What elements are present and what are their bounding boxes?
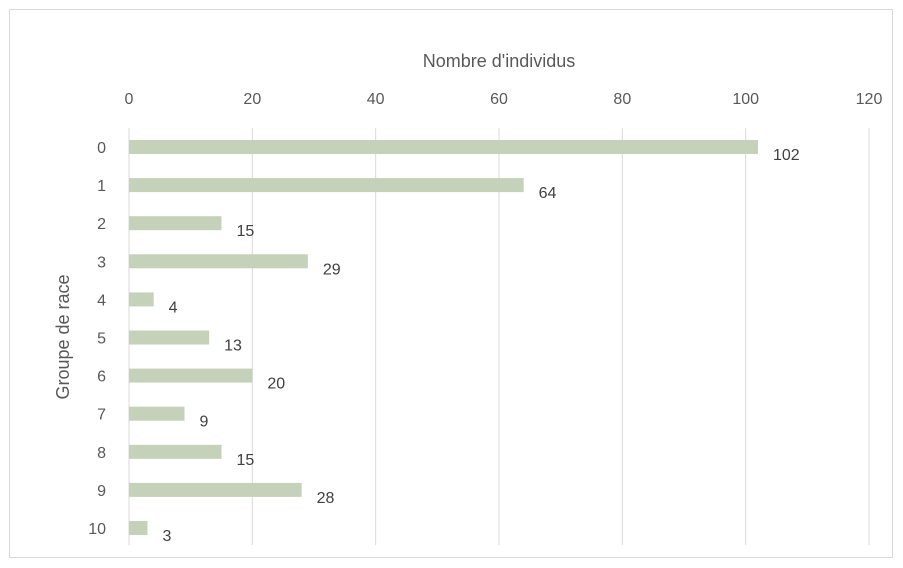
bar-group-0 bbox=[129, 140, 758, 154]
data-label: 15 bbox=[237, 452, 255, 469]
data-label: 9 bbox=[200, 414, 209, 431]
y-category-label: 6 bbox=[97, 369, 106, 386]
x-tick-label: 40 bbox=[367, 91, 385, 108]
bar-group-8 bbox=[129, 444, 222, 459]
x-tick-label: 60 bbox=[490, 91, 508, 108]
bar-group-3 bbox=[129, 254, 308, 269]
x-tick-label: 100 bbox=[732, 91, 759, 108]
x-tick-label: 80 bbox=[613, 91, 631, 108]
data-labels: 102 64 15 29 4 13 20 9 15 28 3 bbox=[163, 147, 800, 545]
bar-group-7 bbox=[129, 406, 185, 421]
y-category-label: 8 bbox=[97, 445, 106, 462]
y-category-label: 10 bbox=[88, 521, 106, 538]
bar-group-5 bbox=[129, 330, 210, 345]
data-label: 20 bbox=[267, 376, 285, 393]
y-category-labels: 0 1 2 3 4 5 6 7 8 9 10 bbox=[88, 140, 106, 538]
y-category-label: 1 bbox=[97, 178, 106, 195]
y-category-label: 4 bbox=[97, 292, 106, 309]
gridlines bbox=[128, 128, 870, 545]
bar-group-1 bbox=[129, 178, 524, 193]
x-tick-label: 120 bbox=[856, 91, 883, 108]
x-axis-title: Nombre d'individus bbox=[423, 51, 576, 71]
bar-group-4 bbox=[129, 292, 154, 307]
data-label: 102 bbox=[773, 147, 800, 164]
y-category-label: 7 bbox=[97, 407, 106, 424]
x-tick-label: 0 bbox=[125, 91, 134, 108]
data-label: 4 bbox=[169, 299, 178, 316]
bars bbox=[129, 140, 758, 535]
data-label: 3 bbox=[163, 528, 172, 545]
x-tick-labels: 0 20 40 60 80 100 120 bbox=[125, 91, 883, 108]
data-label: 28 bbox=[317, 490, 335, 507]
bar-group-6 bbox=[129, 368, 253, 383]
data-label: 64 bbox=[539, 185, 557, 202]
bar-group-10 bbox=[129, 521, 148, 535]
y-category-label: 9 bbox=[97, 483, 106, 500]
y-category-label: 0 bbox=[97, 140, 106, 157]
y-category-label: 2 bbox=[97, 216, 106, 233]
bar-group-9 bbox=[129, 482, 302, 497]
y-axis-title: Groupe de race bbox=[53, 274, 73, 399]
y-category-label: 3 bbox=[97, 254, 106, 271]
bar-group-2 bbox=[129, 216, 222, 231]
data-label: 15 bbox=[237, 223, 255, 240]
data-label: 29 bbox=[323, 261, 341, 278]
data-label: 13 bbox=[224, 338, 242, 355]
x-tick-label: 20 bbox=[243, 91, 261, 108]
y-category-label: 5 bbox=[97, 331, 106, 348]
